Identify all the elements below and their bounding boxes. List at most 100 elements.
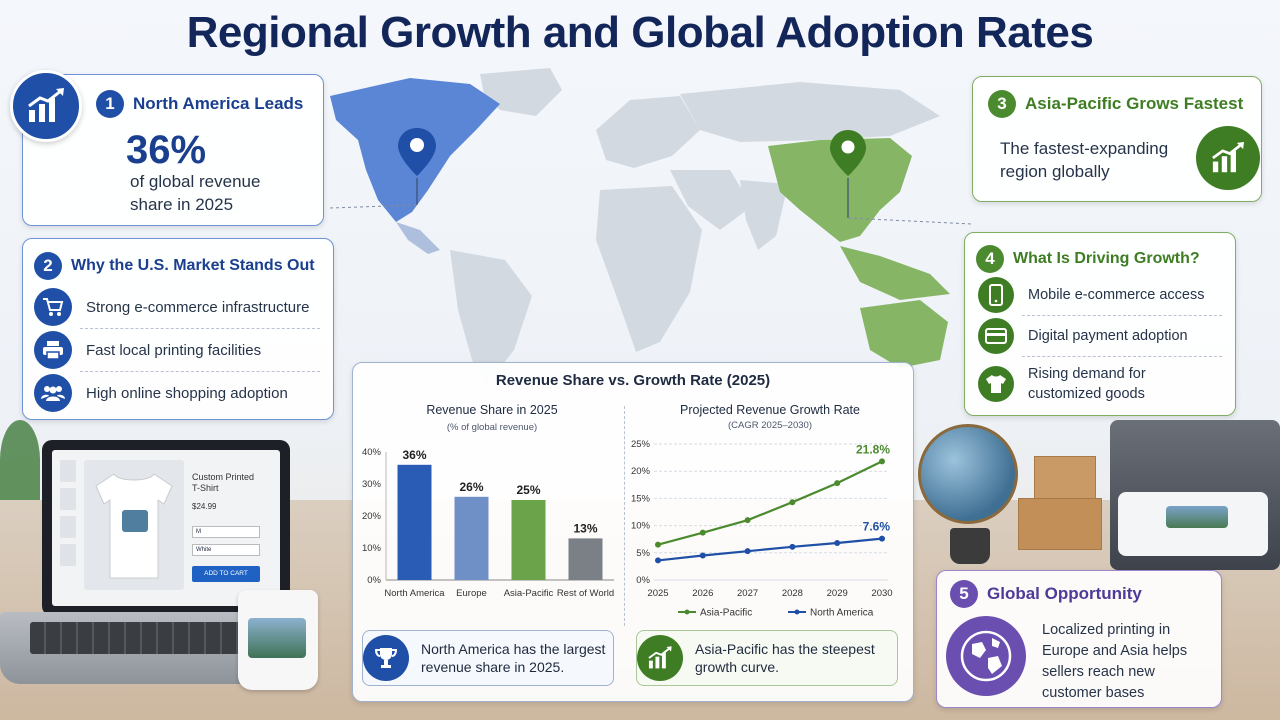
plant-pot (0, 420, 40, 500)
size-select[interactable]: M (192, 526, 260, 538)
card4-item-label: Rising demand for (1028, 366, 1146, 382)
line-chart-title: Projected Revenue Growth Rate (680, 403, 860, 417)
card5-text-line: Europe and Asia helps (1042, 643, 1188, 659)
europe-shape (596, 96, 700, 168)
australia-shape (860, 300, 948, 368)
x-tick-label: Rest of World (557, 588, 614, 599)
line-chart-subtitle: (CAGR 2025–2030) (728, 420, 812, 431)
card5-text: Localized printing in Europe and Asia he… (1042, 620, 1187, 704)
callout-left: North America has the largest revenue sh… (362, 630, 614, 686)
card4-number: 4 (976, 245, 1004, 273)
card5-text-line: sellers reach new (1042, 664, 1155, 680)
legend-marker (684, 609, 690, 615)
bar-value-label: 13% (573, 521, 597, 535)
card-north-america-leads (22, 74, 324, 226)
legend-marker (794, 609, 800, 615)
add-to-cart-button[interactable]: ADD TO CART (192, 566, 260, 582)
card4-heading: What Is Driving Growth? (1013, 250, 1200, 267)
shirt-print-image (1166, 506, 1228, 528)
chart-divider (624, 406, 625, 626)
card4-header: 4 What Is Driving Growth? (976, 245, 1200, 273)
product-price: $24.99 (192, 502, 217, 511)
product-name: Custom Printed (192, 472, 255, 482)
callout-right-text: growth curve. (695, 659, 780, 675)
north-america-pin (329, 128, 436, 209)
divider (1022, 315, 1222, 316)
y-tick-label: 5% (636, 548, 650, 559)
india-shape (740, 180, 788, 250)
south-america-shape (450, 250, 532, 386)
card5-header: 5 Global Opportunity (950, 580, 1142, 608)
card1-heading: North America Leads (133, 94, 304, 113)
credit-card-icon (978, 318, 1014, 354)
card1-header: 1 North America Leads (96, 90, 303, 118)
x-tick-label: 2028 (782, 588, 803, 599)
growth-chart-icon (637, 635, 683, 681)
data-point (744, 548, 751, 555)
card2-heading: Why the U.S. Market Stands Out (71, 257, 315, 274)
southeast-asia-shape (840, 246, 950, 300)
data-point (834, 540, 841, 547)
data-point (789, 543, 796, 550)
card3-text-line1: The fastest-expanding (1000, 139, 1169, 158)
bar-value-label: 26% (459, 480, 483, 494)
bar-value-label: 25% (516, 483, 540, 497)
shop-page: Custom Printed T-Shirt $24.99 M White AD… (52, 450, 280, 606)
mobile-phone-icon (978, 277, 1014, 313)
shipping-box (1018, 498, 1102, 550)
color-select[interactable]: White (192, 544, 260, 556)
bar-value-label: 36% (402, 448, 426, 462)
printer-icon (34, 331, 72, 369)
card5-text-line: Localized printing in (1042, 622, 1171, 638)
globe-illustration (918, 424, 1018, 524)
bar-chart-subtitle: (% of global revenue) (446, 422, 538, 433)
x-tick-label: 2027 (737, 588, 758, 599)
y-tick-label: 10% (362, 543, 382, 554)
greenland-shape (480, 68, 562, 116)
y-tick-label: 10% (631, 521, 651, 532)
card-us-market (22, 238, 334, 420)
x-tick-label: Asia-Pacific (504, 588, 554, 599)
card2-number: 2 (34, 252, 62, 280)
card3-header: 3 Asia-Pacific Grows Fastest (988, 90, 1243, 118)
divider (1022, 356, 1222, 357)
coffee-mug (238, 590, 318, 690)
card2-item-label: Strong e-commerce infrastructure (86, 298, 310, 316)
y-tick-label: 40% (362, 447, 382, 458)
data-point (744, 517, 751, 524)
bar-chart: 0% 10% 20% 30% 40% 36% North America 26% Europe 2… (362, 447, 614, 599)
x-tick-label: 2025 (647, 588, 668, 599)
card5-text-line: customer bases (1042, 685, 1145, 701)
growth-chart-icon (1196, 126, 1260, 190)
africa-shape (596, 186, 702, 352)
y-tick-label: 20% (631, 466, 651, 477)
line-chart: 0% 5% 10% 15% 20% 25% 2025 2026 2027 2028 2029 2030… (631, 439, 893, 619)
card1-big-value: 36% (126, 128, 207, 172)
x-tick-label: 2026 (692, 588, 713, 599)
trophy-icon (363, 635, 409, 681)
bar (397, 464, 432, 580)
card3-heading: Asia-Pacific Grows Fastest (1025, 94, 1244, 113)
page-title: Regional Growth and Global Adoption Rate… (186, 8, 1094, 57)
card1-text-line2: share in 2025 (130, 195, 234, 214)
data-point (834, 480, 841, 487)
product-name-line2: T-Shirt (192, 483, 219, 493)
y-tick-label: 0% (367, 575, 381, 586)
card3-number: 3 (988, 90, 1016, 118)
central-america-shape (396, 222, 440, 254)
card2-header: 2 Why the U.S. Market Stands Out (34, 252, 315, 280)
russia-shape (680, 82, 940, 142)
y-tick-label: 25% (631, 439, 651, 450)
printed-t-shirt (1118, 492, 1268, 556)
y-tick-label: 0% (636, 575, 650, 586)
card3-text-line2: region globally (1000, 162, 1110, 181)
bar (568, 538, 603, 580)
card4-item: Rising demand for customized goods (978, 362, 1228, 406)
card2-item: Fast local printing facilities (34, 330, 320, 370)
world-map (329, 68, 973, 386)
laptop-screen: Custom Printed T-Shirt $24.99 M White AD… (42, 440, 290, 616)
shipping-box (1034, 456, 1096, 504)
growth-chart-icon (10, 70, 82, 142)
card1-number: 1 (96, 90, 124, 118)
data-point (699, 529, 706, 536)
